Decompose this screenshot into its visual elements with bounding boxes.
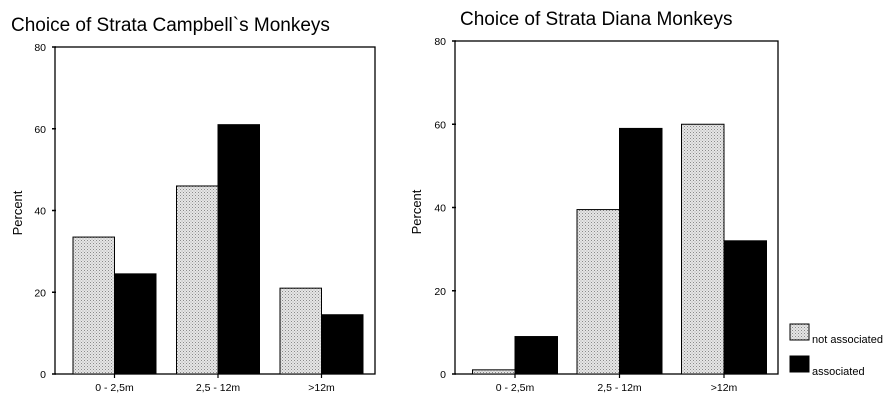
diana-y-tick-label: 80	[434, 36, 446, 48]
campbell-y-tick-label: 20	[34, 287, 46, 299]
legend-label-associated: associated	[812, 366, 865, 378]
diana-y-ticks: 0 20 40 60 80	[434, 36, 456, 381]
campbell-y-tick-label: 60	[34, 124, 46, 136]
diana-x-tick-label: >12m	[711, 382, 738, 394]
campbell-y-axis-label: Percent	[10, 190, 25, 235]
legend: not associated associated	[789, 323, 883, 378]
campbell-y-tick-label: 40	[34, 206, 46, 218]
campbell-bar-associated	[114, 273, 157, 375]
legend-swatch-associated	[789, 355, 810, 373]
campbell-bars	[72, 124, 364, 375]
campbell-y-tick-label: 80	[34, 42, 46, 54]
campbell-x-ticks: 0 - 2,5m 2,5 - 12m >12m	[95, 374, 335, 394]
diana-bar-not-associated	[472, 369, 516, 375]
legend-label-not-associated: not associated	[812, 334, 883, 346]
diana-bar-associated	[723, 240, 767, 375]
diana-bar-not-associated	[576, 209, 620, 375]
campbell-bar-not-associated	[176, 185, 219, 375]
campbell-bar-associated	[321, 314, 364, 375]
campbell-x-tick-label: >12m	[308, 382, 335, 394]
diana-x-tick-label: 2,5 - 12m	[597, 382, 642, 394]
campbell-chart: Choice of Strata Campbell`s Monkeys Perc…	[10, 15, 376, 394]
campbell-y-tick-label: 0	[40, 369, 46, 381]
campbell-x-tick-label: 2,5 - 12m	[196, 382, 241, 394]
campbell-bar-associated	[217, 124, 260, 375]
diana-y-tick-label: 0	[440, 369, 446, 381]
campbell-chart-title: Choice of Strata Campbell`s Monkeys	[11, 15, 330, 36]
diana-bar-not-associated	[681, 123, 725, 375]
campbell-bar-not-associated	[279, 287, 322, 375]
campbell-bar-not-associated	[72, 236, 115, 375]
diana-y-tick-label: 60	[434, 119, 446, 131]
diana-y-tick-label: 40	[434, 203, 446, 215]
diana-y-tick-label: 20	[434, 286, 446, 298]
diana-y-axis-label: Percent	[409, 189, 424, 234]
diana-x-ticks: 0 - 2,5m 2,5 - 12m >12m	[496, 374, 738, 394]
diana-chart-title: Choice of Strata Diana Monkeys	[460, 9, 732, 30]
diana-bar-associated	[619, 127, 663, 375]
campbell-y-ticks: 0 20 40 60 80	[34, 42, 56, 381]
legend-swatch-not-associated	[789, 323, 810, 341]
diana-x-tick-label: 0 - 2,5m	[496, 382, 535, 394]
campbell-x-tick-label: 0 - 2,5m	[95, 382, 134, 394]
diana-bars	[472, 123, 767, 375]
diana-chart: Choice of Strata Diana Monkeys Percent 0…	[409, 9, 779, 394]
diana-bar-associated	[514, 336, 558, 375]
